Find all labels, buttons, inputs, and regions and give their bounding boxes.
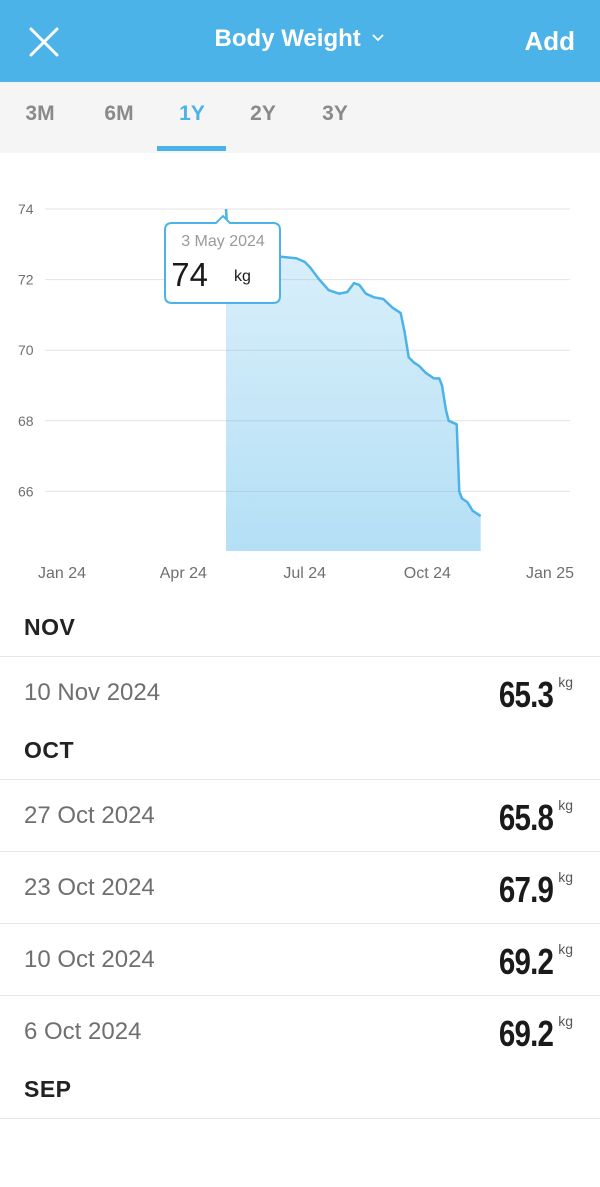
entry-unit: kg — [558, 674, 573, 690]
weight-entry-row[interactable]: 6 Oct 2024 69.2 kg — [0, 995, 600, 1066]
x-tick-label: Apr 24 — [160, 565, 207, 582]
close-icon[interactable] — [26, 24, 62, 60]
y-tick-label: 74 — [18, 201, 34, 217]
tooltip-value: 74 — [171, 256, 208, 293]
tab-2y[interactable]: 2Y — [250, 102, 276, 125]
tab-6m[interactable]: 6M — [104, 102, 134, 125]
area-fill — [226, 209, 481, 551]
entry-value: 65.3 — [498, 674, 554, 715]
entry-value: 65.8 — [498, 797, 554, 838]
weight-entry-row[interactable]: 23 Oct 2024 67.9 kg — [0, 851, 600, 922]
x-tick-label: Jul 24 — [283, 565, 326, 582]
section-header: SEP — [24, 1076, 72, 1102]
y-tick-label: 68 — [18, 413, 34, 429]
entry-value: 69.2 — [498, 1013, 554, 1054]
add-button[interactable]: Add — [524, 26, 575, 56]
tab-3y[interactable]: 3Y — [322, 102, 348, 125]
tooltip-box — [164, 214, 281, 304]
entry-unit: kg — [558, 1013, 573, 1029]
active-tab-indicator — [157, 146, 226, 151]
tab-3m[interactable]: 3M — [25, 102, 55, 125]
x-tick-label: Oct 24 — [404, 565, 451, 582]
y-tick-label: 70 — [18, 342, 34, 358]
tab-1y[interactable]: 1Y — [179, 102, 205, 125]
entry-date: 10 Nov 2024 — [24, 679, 161, 706]
page-title: Body Weight — [214, 25, 361, 52]
entry-unit: kg — [558, 869, 573, 885]
tooltip-unit: kg — [234, 268, 251, 285]
range-tabs: 3M 6M 1Y 2Y 3Y — [0, 82, 600, 153]
section-header: NOV — [24, 614, 76, 640]
metric-selector[interactable]: Body Weight — [0, 25, 600, 53]
divider — [0, 1118, 600, 1119]
app-header: Body Weight Add — [0, 0, 600, 82]
entry-date: 23 Oct 2024 — [24, 874, 155, 901]
entry-value: 69.2 — [498, 941, 554, 982]
tooltip-date: 3 May 2024 — [181, 233, 265, 250]
series-line — [224, 208, 482, 518]
tooltip: 3 May 2024 74 kg — [164, 214, 281, 304]
entry-date: 6 Oct 2024 — [24, 1018, 142, 1045]
entry-unit: kg — [558, 797, 573, 813]
entry-date: 27 Oct 2024 — [24, 802, 155, 829]
weight-entry-row[interactable]: 10 Nov 2024 65.3 kg — [0, 656, 600, 727]
y-tick-label: 72 — [18, 272, 34, 288]
x-tick-label: Jan 24 — [38, 565, 86, 582]
chevron-down-icon — [372, 34, 385, 41]
entry-value: 67.9 — [498, 869, 554, 910]
x-tick-label: Jan 25 — [526, 565, 574, 582]
entry-unit: kg — [558, 941, 573, 957]
entry-date: 10 Oct 2024 — [24, 946, 155, 973]
y-tick-label: 66 — [18, 483, 34, 499]
weight-chart[interactable]: 74 72 70 68 66 Jan 24 Apr 24 Jul 24 Oct 24 Jan 2… — [0, 153, 600, 593]
weight-entry-row[interactable]: 10 Oct 2024 69.2 kg — [0, 923, 600, 994]
section-header: OCT — [24, 737, 75, 763]
weight-entry-row[interactable]: 27 Oct 2024 65.8 kg — [0, 779, 600, 850]
